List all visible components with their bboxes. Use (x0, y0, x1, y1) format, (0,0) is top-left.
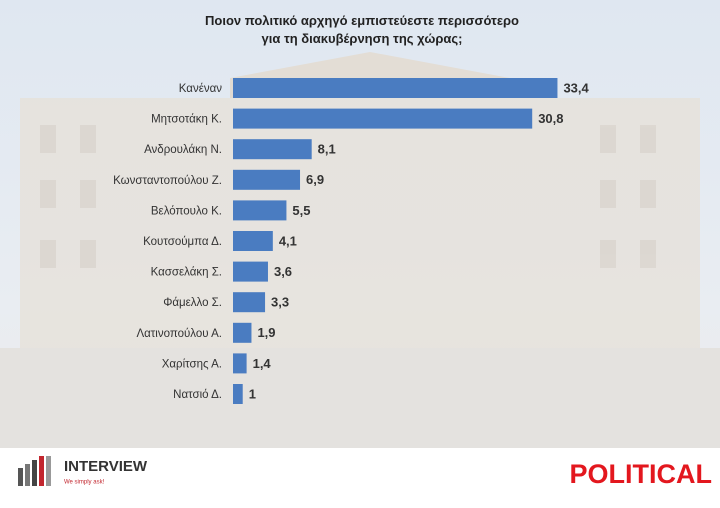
bar (233, 384, 243, 404)
category-label: Βελόπουλο Κ. (151, 205, 222, 217)
data-label: 30,8 (538, 111, 563, 126)
bar (233, 261, 268, 282)
category-label: Κανέναν (179, 83, 222, 95)
bar (233, 322, 252, 343)
data-label: 6,9 (306, 172, 324, 187)
bar (233, 108, 533, 129)
data-label: 8,1 (318, 142, 336, 157)
outlet-logo: POLITICAL (570, 459, 713, 489)
chart-title: Ποιον πολιτικό αρχηγό εμπιστεύεστε περισ… (205, 13, 519, 46)
data-label: 3,6 (274, 264, 292, 279)
category-label: Ανδρουλάκη Ν. (144, 144, 222, 156)
title-line: Ποιον πολιτικό αρχηγό εμπιστεύεστε περισ… (205, 13, 519, 28)
bar (233, 200, 287, 221)
pollster-slogan: We simply ask! (64, 480, 105, 486)
title-line: για τη διακυβέρνηση της χώρας; (262, 31, 463, 46)
data-label: 5,5 (292, 203, 310, 218)
plot-area: Κανέναν 33,4 Μητσοτάκη Κ. 30,8 Ανδρουλάκη Ν.… (113, 78, 590, 404)
data-label: 1 (249, 386, 256, 401)
data-label: 3,3 (271, 295, 289, 310)
data-label: 4,1 (279, 233, 297, 248)
category-label: Μητσοτάκη Κ. (151, 114, 222, 126)
pollster-logo: INTERVIEW We simply ask! (18, 456, 148, 486)
category-label: Φάμελλο Σ. (163, 297, 222, 309)
bar (233, 353, 247, 374)
data-label: 1,4 (253, 356, 272, 371)
bar (233, 169, 301, 190)
bar (233, 231, 273, 251)
category-label: Χαρίτσης Α. (162, 358, 222, 370)
data-label: 33,4 (563, 80, 589, 95)
category-label: Λατινοπούλου Α. (136, 328, 222, 340)
data-label: 1,9 (257, 325, 275, 340)
category-label: Νατσιό Δ. (173, 389, 222, 401)
bar (233, 292, 266, 313)
bar (233, 78, 558, 98)
bar (233, 139, 312, 160)
category-label: Κωνσταντοπούλου Ζ. (113, 175, 222, 187)
category-label: Κουτσούμπα Δ. (143, 236, 222, 248)
category-label: Κασσελάκη Σ. (151, 267, 222, 279)
pollster-name: INTERVIEW (64, 458, 148, 475)
